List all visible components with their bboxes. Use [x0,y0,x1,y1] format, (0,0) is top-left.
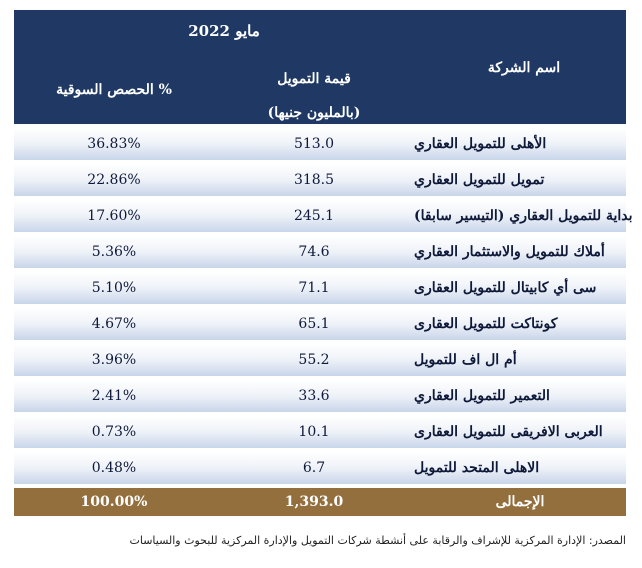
value-cell: 10.1 [298,424,330,440]
share-cell: 2.41% [91,388,137,404]
value-cell: 65.1 [298,316,330,332]
company-cell: الأهلى للتمويل العقاري [414,136,547,152]
value-cell: 6.7 [302,460,326,476]
share-cell: 5.36% [91,244,137,260]
source-note: المصدر: الإدارة المركزية للإشراف والرقاب… [129,534,626,547]
share-cell: 3.96% [91,352,137,368]
header-value: قيمة التمويل (بالمليون جنيها) [224,62,404,130]
share-cell: 0.48% [91,460,137,476]
company-cell: العربى الافريقى للتمويل العقارى [414,424,603,440]
table-row: 17.60% 245.1 بداية للتمويل العقاري (التي… [14,200,633,232]
company-cell: التعمير للتمويل العقاري [414,388,550,404]
value-cell: 74.6 [298,244,330,260]
company-cell: تمويل للتمويل العقاري [414,172,545,188]
table-row: 4.67% 65.1 كونتاكت للتمويل العقارى [14,308,626,340]
company-cell: بداية للتمويل العقاري (التيسير سابقا) [414,208,633,224]
value-cell: 245.1 [293,208,335,224]
total-share-cell: 100.00% [80,494,148,510]
share-cell: 22.86% [87,172,141,188]
table-row: 22.86% 318.5 تمويل للتمويل العقاري [14,164,626,196]
company-cell: أملاك للتمويل والاستثمار العقاري [414,244,605,260]
period-label: مايو 2022 [188,22,260,40]
total-value-cell: 1,393.0 [284,494,344,510]
share-cell: 5.10% [91,280,137,296]
value-cell: 33.6 [298,388,330,404]
total-label-cell: الإجمالى [495,494,545,510]
share-cell: 17.60% [87,208,141,224]
share-cell: 0.73% [91,424,137,440]
header-value-line1: قيمة التمويل [277,71,351,87]
table-row: 5.10% 71.1 سى أي كابيتال للتمويل العقارى [14,272,626,304]
value-cell: 513.0 [293,136,335,152]
share-cell: 4.67% [91,316,137,332]
table-row: 0.48% 6.7 الاهلى المتحد للتمويل [14,452,626,484]
value-cell: 55.2 [298,352,330,368]
company-cell: الاهلى المتحد للتمويل [414,460,540,476]
company-cell: سى أي كابيتال للتمويل العقارى [414,280,597,296]
table-row: 0.73% 10.1 العربى الافريقى للتمويل العقا… [14,416,626,448]
total-row: 100.00% 1,393.0 الإجمالى [14,488,626,516]
share-cell: 36.83% [87,136,141,152]
header-company: اسم الشركة [487,60,561,76]
value-cell: 318.5 [293,172,335,188]
table-body: 36.83% 513.0 الأهلى للتمويل العقاري 22.8… [14,128,633,516]
market-share-table: مايو 2022 الحصص السوقية % قيمة التمويل (… [14,10,633,520]
company-cell: كونتاكت للتمويل العقارى [414,316,558,332]
table-header: مايو 2022 الحصص السوقية % قيمة التمويل (… [14,10,626,124]
table-row: 36.83% 513.0 الأهلى للتمويل العقاري [14,128,626,160]
value-cell: 71.1 [298,280,330,296]
company-cell: أم ال اف للتمويل [414,352,517,368]
table-row: 3.96% 55.2 أم ال اف للتمويل [14,344,626,376]
header-share: الحصص السوقية % [56,82,172,98]
table-row: 2.41% 33.6 التعمير للتمويل العقاري [14,380,626,412]
table-row: 5.36% 74.6 أملاك للتمويل والاستثمار العق… [14,236,626,268]
header-value-line2: (بالمليون جنيها) [267,105,361,121]
